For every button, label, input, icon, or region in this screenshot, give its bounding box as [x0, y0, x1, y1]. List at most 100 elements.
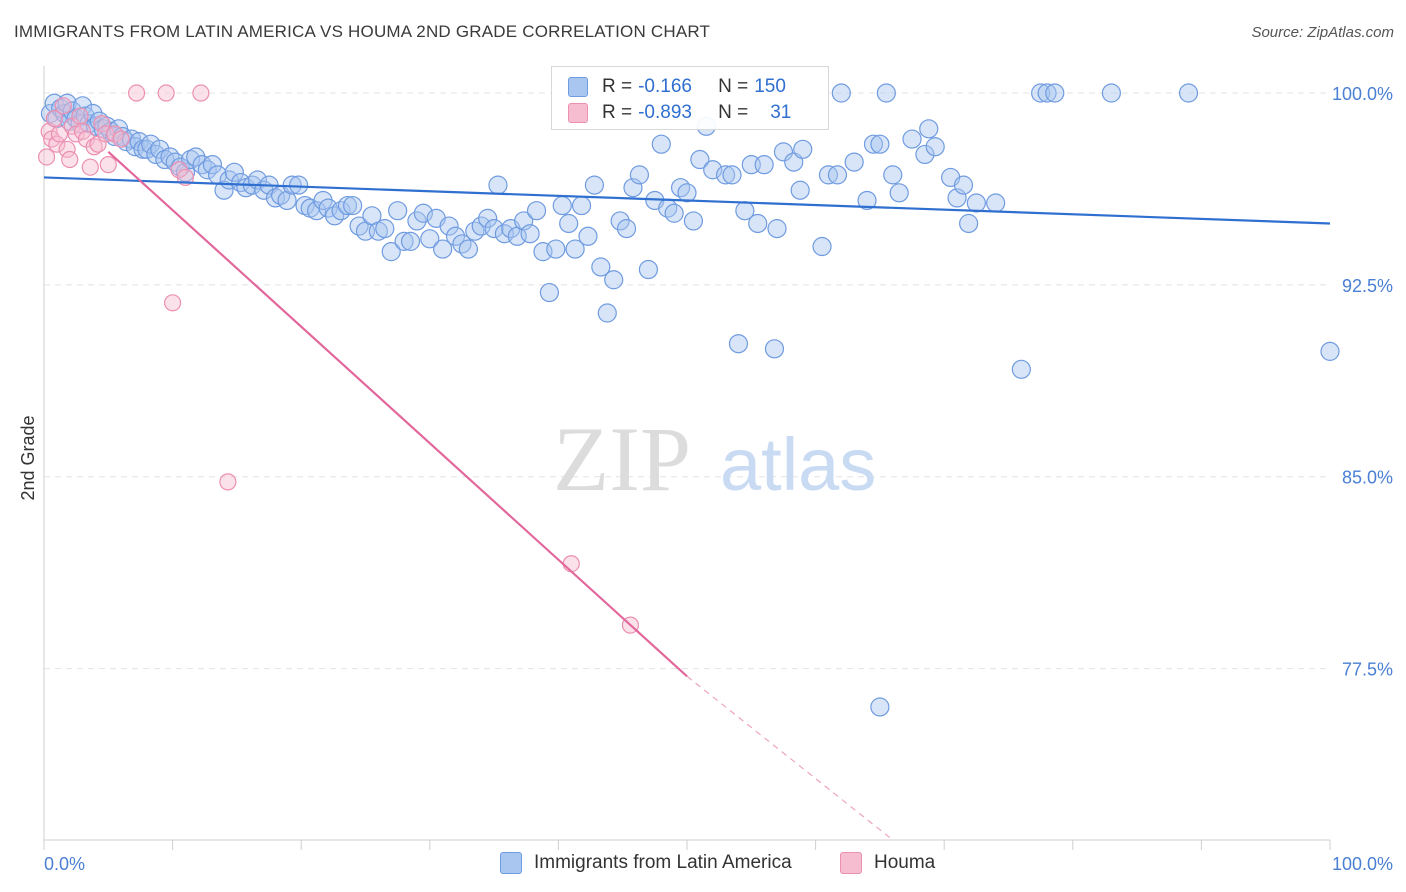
data-point-immigrants	[690, 149, 710, 170]
data-point-immigrants	[277, 190, 297, 211]
data-point-immigrants	[539, 282, 559, 303]
data-point-immigrants	[629, 165, 650, 185]
series-immigrants-points	[40, 83, 1340, 717]
data-point-immigrants	[915, 144, 935, 165]
data-point-immigrants	[1178, 83, 1199, 103]
data-point-immigrants	[748, 213, 768, 234]
data-point-immigrants	[986, 193, 1006, 213]
data-point-immigrants	[578, 226, 598, 246]
data-point-immigrants	[584, 175, 605, 195]
data-point-immigrants	[488, 175, 508, 195]
trend-lines	[43, 151, 1331, 841]
data-point-immigrants	[439, 216, 459, 236]
data-point-houma	[37, 148, 56, 166]
data-point-houma	[93, 115, 111, 133]
data-point-immigrants	[192, 155, 212, 175]
data-point-immigrants	[651, 134, 671, 154]
data-point-immigrants	[181, 149, 201, 170]
data-point-immigrants	[202, 155, 223, 175]
data-point-immigrants	[526, 201, 547, 221]
data-point-immigrants	[902, 129, 922, 149]
data-point-houma	[71, 107, 89, 125]
data-point-immigrants	[683, 211, 704, 231]
data-point-immigrants	[604, 270, 624, 290]
data-point-immigrants	[670, 178, 691, 198]
data-point-immigrants	[1320, 341, 1340, 361]
y-tick-label: 85.0%	[1342, 468, 1393, 488]
data-point-immigrants	[400, 231, 421, 251]
data-point-immigrants	[883, 165, 903, 185]
data-point-immigrants	[445, 226, 466, 246]
data-point-houma	[192, 84, 210, 102]
legend-label-houma: Houma	[874, 852, 936, 873]
data-point-immigrants	[186, 147, 206, 167]
data-point-immigrants	[870, 697, 890, 717]
legend-item-houma[interactable]: Houma	[840, 852, 935, 874]
data-point-immigrants	[458, 239, 478, 259]
watermark: ZIP atlas	[553, 408, 876, 510]
trend-line-immigrants	[43, 176, 1331, 225]
data-point-immigrants	[197, 160, 217, 180]
data-point-houma	[127, 84, 146, 102]
data-point-immigrants	[407, 211, 427, 231]
data-point-immigrants	[790, 180, 810, 200]
data-point-immigrants	[638, 259, 659, 280]
data-point-immigrants	[1037, 83, 1057, 103]
data-point-immigrants	[349, 216, 369, 236]
data-point-immigrants	[959, 213, 979, 234]
data-point-immigrants	[231, 172, 251, 193]
source-label: Source: ZipAtlas.com	[1251, 24, 1394, 41]
legend-n-label: N =	[718, 76, 749, 97]
data-point-immigrants	[565, 239, 585, 259]
legend-item-immigrants[interactable]: Immigrants from Latin America	[500, 852, 792, 874]
x-tick-label: 100.0%	[1332, 854, 1393, 874]
data-point-immigrants	[337, 195, 358, 216]
data-point-immigrants	[722, 165, 742, 185]
legend-n-value: 31	[770, 102, 792, 123]
legend-r-label: R =	[602, 102, 633, 123]
data-point-immigrants	[265, 188, 286, 208]
y-tick-labels: 100.0% 92.5% 85.0% 77.5%	[1332, 84, 1393, 680]
data-point-immigrants	[767, 219, 787, 239]
data-point-immigrants	[677, 183, 697, 203]
y-tick-label: 77.5%	[1342, 660, 1393, 680]
data-point-immigrants	[546, 239, 566, 259]
data-point-immigrants	[827, 165, 848, 185]
data-point-immigrants	[224, 162, 244, 182]
data-point-immigrants	[295, 195, 315, 216]
data-point-immigrants	[331, 201, 351, 221]
data-point-immigrants	[125, 137, 145, 157]
data-point-houma	[54, 97, 72, 115]
data-point-immigrants	[150, 139, 170, 159]
data-point-immigrants	[764, 339, 785, 359]
data-point-immigrants	[616, 219, 637, 239]
data-point-immigrants	[831, 83, 851, 103]
data-point-houma	[48, 135, 66, 153]
legend-n-value: 150	[754, 76, 786, 97]
data-point-immigrants	[433, 239, 453, 259]
data-point-houma	[112, 130, 130, 148]
data-point-immigrants	[413, 203, 433, 223]
data-point-houma	[97, 125, 115, 143]
data-point-houma	[50, 125, 69, 143]
data-point-immigrants	[478, 208, 498, 228]
data-point-immigrants	[844, 152, 864, 172]
legend-swatch-houma	[568, 103, 588, 123]
data-point-immigrants	[160, 147, 180, 167]
data-point-immigrants	[559, 213, 579, 234]
data-point-immigrants	[728, 334, 749, 354]
x-tick-label: 0.0%	[44, 854, 85, 874]
data-point-houma	[81, 158, 99, 176]
data-point-immigrants	[966, 193, 986, 213]
data-point-immigrants	[571, 195, 592, 216]
axes	[43, 66, 1331, 850]
legend-r-value: -0.893	[638, 102, 692, 123]
data-point-houma	[219, 473, 237, 491]
legend-swatch-immigrants	[500, 852, 522, 874]
data-point-houma	[164, 294, 182, 312]
legend-swatch-houma	[840, 852, 862, 874]
data-point-immigrants	[812, 236, 832, 257]
legend-swatch-immigrants	[568, 77, 588, 97]
data-point-immigrants	[919, 119, 939, 139]
